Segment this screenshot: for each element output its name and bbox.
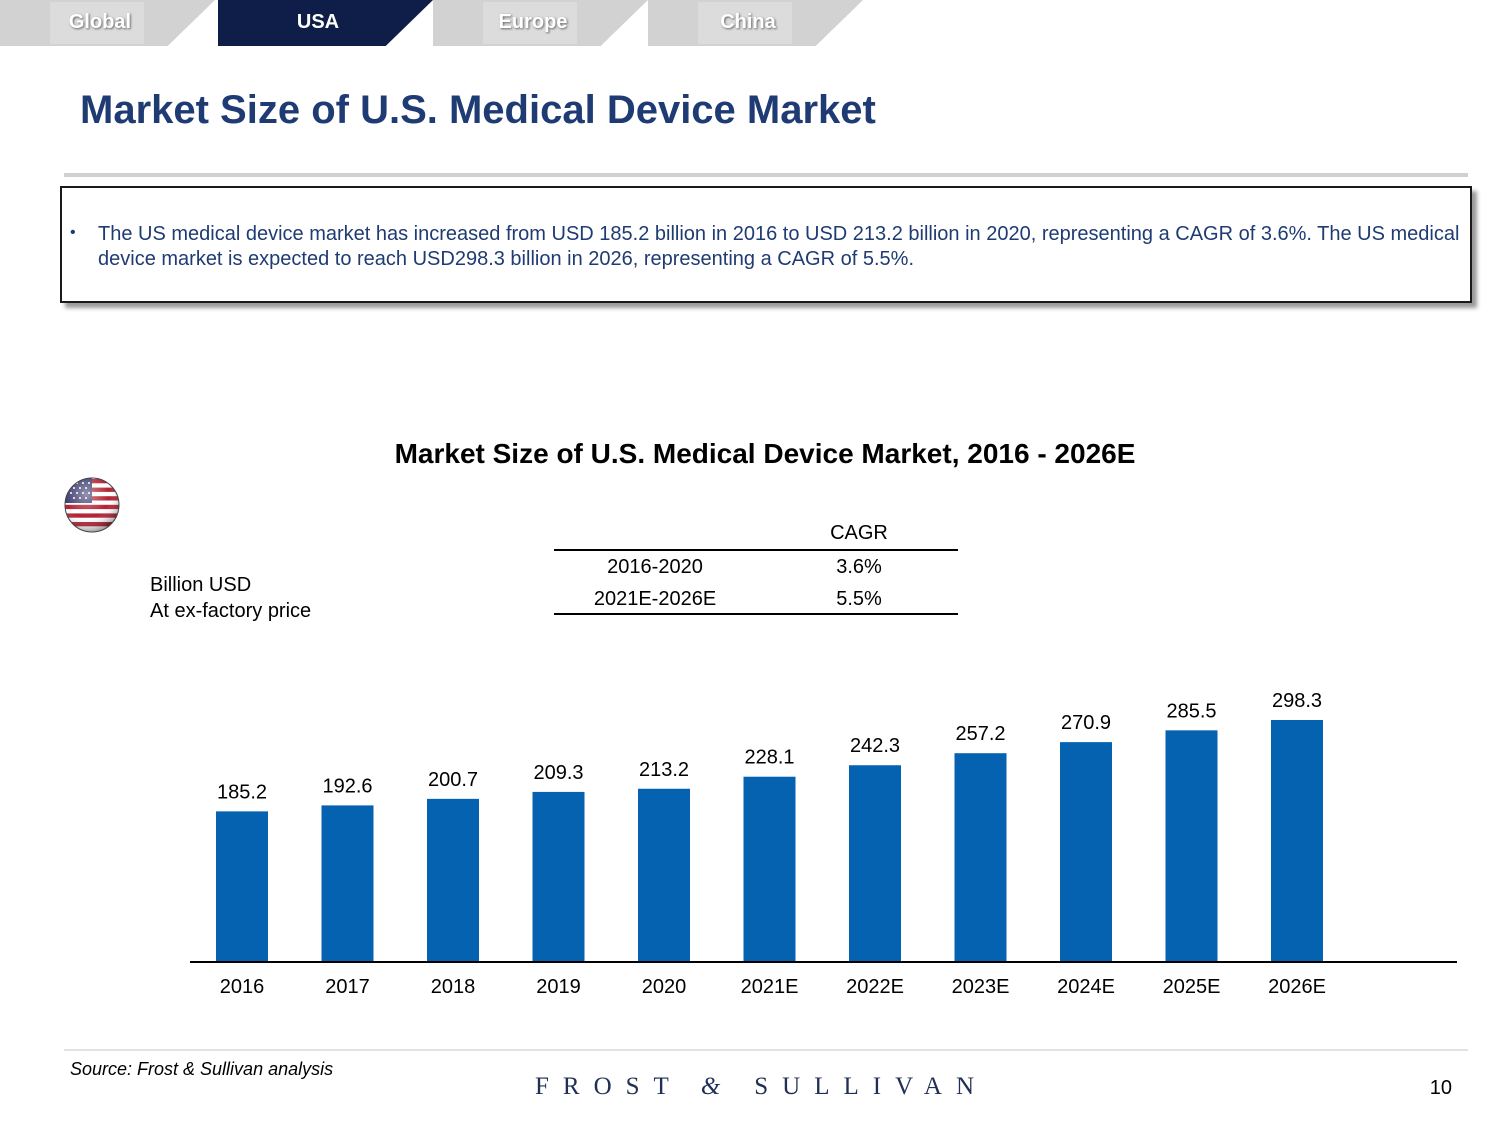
cagr-rate: 5.5% (836, 588, 882, 610)
cagr-period: 2016-2020 (607, 556, 703, 578)
bar-2018 (427, 798, 479, 961)
footer-divider (64, 1049, 1468, 1051)
frost-sullivan-logo: FROST & SULLIVAN (535, 1073, 988, 1101)
bullet-icon: • (70, 224, 76, 241)
x-tick-label-2025E: 2025E (1163, 976, 1221, 998)
tab-usa[interactable]: USA (218, 0, 433, 46)
logo-frost: FROST (535, 1073, 683, 1100)
bar-2016 (216, 811, 268, 961)
x-tick-label-2016: 2016 (220, 976, 265, 998)
data-label-2018: 200.7 (428, 769, 478, 791)
cagr-row: 2016-2020 3.6% (554, 556, 958, 586)
x-tick-label-2026E: 2026E (1268, 976, 1326, 998)
tab-china-label: China (720, 11, 776, 33)
data-label-2025E: 285.5 (1166, 700, 1216, 722)
logo-ampersand: & (700, 1073, 721, 1100)
data-label-2023E: 257.2 (955, 723, 1005, 745)
page-title: Market Size of U.S. Medical Device Marke… (80, 88, 876, 132)
bar-2021E (743, 776, 796, 961)
summary-box: • The US medical device market has incre… (60, 186, 1472, 303)
tab-global[interactable]: Global (0, 0, 215, 46)
summary-text: The US medical device market has increas… (98, 223, 1460, 270)
bar-2025E (1165, 730, 1218, 961)
data-label-2024E: 270.9 (1061, 712, 1111, 734)
x-tick-label-2017: 2017 (325, 976, 370, 998)
tab-europe-highlight (483, 2, 577, 44)
region-tabs: Global USA Europe China (0, 0, 900, 48)
data-label-2016: 185.2 (217, 781, 267, 803)
x-tick-label-2018: 2018 (431, 976, 476, 998)
bar-2026E (1271, 720, 1323, 961)
x-tick-label-2019: 2019 (536, 976, 581, 998)
x-tick-label-2021E: 2021E (741, 976, 799, 998)
logo-sullivan: SULLIVAN (754, 1073, 989, 1100)
units-line-2: At ex-factory price (150, 600, 312, 622)
data-label-2021E: 228.1 (744, 747, 794, 769)
bar-2024E (1060, 742, 1112, 961)
bar-chart: 185.2 2016 192.6 2017 200.7 2018 209.3 2019 213.… (190, 690, 1457, 998)
us-flag-icon (64, 477, 120, 533)
tab-usa-label: USA (296, 11, 340, 33)
cagr-top-rule (554, 549, 958, 551)
title-divider (64, 173, 1468, 177)
x-tick-label-2024E: 2024E (1057, 976, 1115, 998)
tab-china[interactable]: China (648, 0, 863, 46)
x-tick-label-2020: 2020 (642, 976, 687, 998)
source-note: Source: Frost & Sullivan analysis (70, 1059, 334, 1079)
units-line-1: Billion USD (150, 574, 252, 596)
tab-china-highlight (698, 2, 792, 44)
data-label-2020: 213.2 (639, 759, 689, 781)
chart-title: Market Size of U.S. Medical Device Marke… (394, 438, 1136, 469)
cagr-bottom-rule (554, 613, 958, 615)
cagr-header: CAGR (830, 522, 888, 544)
tab-global-label: Global (68, 11, 132, 33)
x-tick-label-2022E: 2022E (846, 976, 904, 998)
tab-europe[interactable]: Europe (433, 0, 648, 46)
cagr-row: 2021E-2026E 5.5% (554, 588, 958, 618)
bar-2017 (321, 805, 374, 961)
bar-2022E (849, 765, 901, 961)
bar-2023E (954, 753, 1007, 961)
data-label-2022E: 242.3 (850, 735, 900, 757)
bar-2020 (638, 788, 690, 961)
cagr-period: 2021E-2026E (593, 588, 717, 610)
tab-europe-label: Europe (498, 11, 568, 33)
data-label-2017: 192.6 (322, 775, 372, 797)
bar-2019 (532, 791, 585, 961)
data-label-2019: 209.3 (533, 762, 583, 784)
tab-global-highlight (50, 2, 144, 44)
page-number: 10 (1429, 1077, 1452, 1099)
units-label: Billion USD At ex-factory price (150, 572, 311, 624)
data-label-2026E: 298.3 (1272, 690, 1322, 712)
x-tick-label-2023E: 2023E (952, 976, 1010, 998)
cagr-rate: 3.6% (836, 556, 882, 578)
